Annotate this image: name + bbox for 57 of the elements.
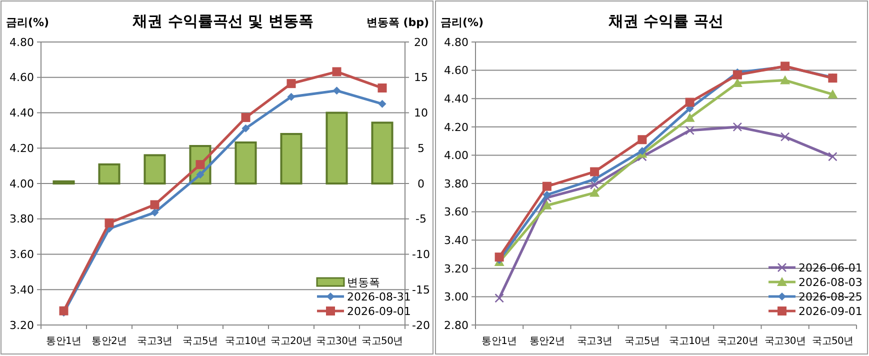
y-axis-title: 금리(%): [6, 16, 50, 29]
y-axis-title: 금리(%): [440, 16, 484, 29]
legend-label: 2026-06-01: [798, 261, 862, 274]
y-tick-label: 4.40: [10, 106, 34, 120]
x-tick-label: 국고10년: [225, 336, 266, 347]
chart-title: 채권 수익률 곡선: [607, 12, 724, 30]
y-tick-label: 4.20: [444, 120, 468, 134]
x-tick-label: 국고50년: [362, 336, 403, 347]
x-tick-label: 통안1년: [46, 336, 82, 347]
y-tick-label: 4.20: [10, 142, 34, 155]
y2-tick-label: 15: [414, 71, 428, 84]
x-tick-label: 국고3년: [576, 336, 612, 347]
x-tick-label: 통안2년: [92, 336, 127, 347]
y-tick-label: 3.40: [444, 234, 468, 247]
x-tick-label: 국고20년: [716, 336, 758, 347]
y-tick-label: 3.00: [444, 290, 468, 304]
legend-label: 2026-08-31: [347, 290, 411, 304]
legend-label: 변동폭: [347, 276, 380, 289]
y2-tick-label: -10: [412, 248, 430, 262]
y-tick-label: 4.00: [10, 177, 34, 190]
y-tick-label: 3.80: [444, 177, 468, 190]
y2-tick-label: 5: [418, 142, 424, 155]
y-tick-label: 4.80: [10, 36, 34, 49]
x-tick-label: 국고30년: [316, 336, 358, 347]
x-tick-label: 국고3년: [137, 336, 172, 347]
y-tick-label: 3.60: [10, 248, 34, 262]
x-tick-label: 국고50년: [812, 336, 854, 347]
y-tick-label: 4.60: [444, 64, 468, 78]
legend-label: 2026-08-03: [798, 276, 862, 289]
x-tick-label: 국고20년: [270, 336, 312, 347]
y-tick-label: 4.80: [444, 36, 468, 49]
y-tick-label: 4.00: [444, 149, 468, 162]
y-tick-label: 2.80: [444, 318, 468, 332]
chart-title: 채권 수익률곡선 및 변동폭: [132, 12, 314, 30]
x-tick-label: 국고5년: [624, 336, 660, 347]
x-tick-label: 통안1년: [482, 336, 517, 347]
legend-label: 2026-08-25: [798, 290, 862, 304]
y2-tick-label: -20: [412, 318, 430, 332]
y2-tick-label: 10: [414, 106, 428, 120]
x-tick-label: 통안2년: [529, 336, 565, 347]
y2-tick-label: 20: [414, 36, 428, 49]
y-tick-label: 3.80: [10, 212, 34, 226]
y-tick-label: 4.40: [444, 92, 468, 106]
y2-tick-label: 0: [418, 177, 424, 190]
x-tick-label: 국고30년: [764, 336, 806, 347]
x-tick-label: 국고5년: [182, 336, 218, 347]
y2-tick-label: -5: [416, 212, 426, 226]
y-tick-label: 3.20: [444, 262, 468, 276]
y2-tick-label: -15: [412, 283, 430, 296]
y-tick-label: 4.60: [10, 71, 34, 84]
legend-label: 2026-09-01: [798, 304, 862, 318]
y-tick-label: 3.60: [444, 206, 468, 219]
y-tick-label: 3.40: [10, 283, 34, 296]
y-tick-label: 3.20: [10, 318, 34, 332]
y2-axis-title: 변동폭 (bp): [366, 16, 429, 29]
legend-label: 2026-09-01: [347, 304, 411, 318]
x-tick-label: 국고10년: [669, 336, 710, 347]
